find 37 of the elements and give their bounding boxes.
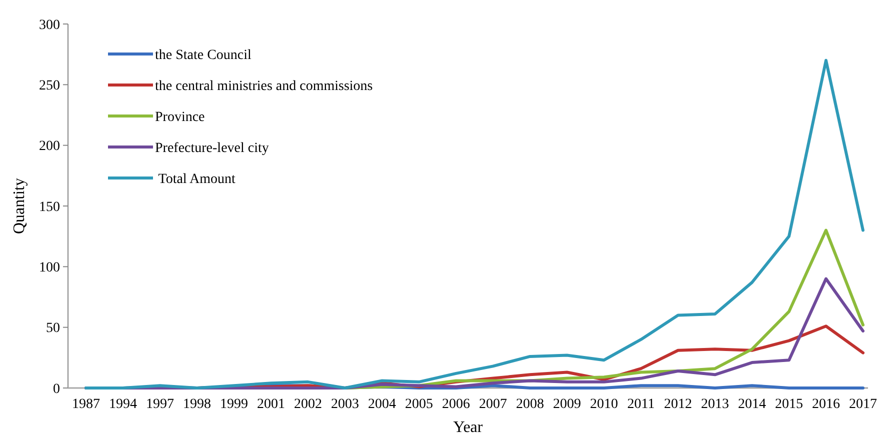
x-tick-label: 2012	[664, 397, 692, 412]
x-tick-label: 2013	[701, 397, 729, 412]
x-tick-label: 1999	[220, 397, 248, 412]
y-tick-label: 50	[46, 321, 60, 336]
x-tick-label: 1994	[109, 397, 137, 412]
x-tick-label: 1997	[146, 397, 174, 412]
y-tick-label: 0	[53, 382, 60, 397]
x-tick-label: 2006	[442, 397, 470, 412]
x-tick-label: 2017	[849, 397, 877, 412]
x-tick-label: 2009	[553, 397, 581, 412]
x-tick-label: 2003	[331, 397, 359, 412]
x-tick-label: 1998	[183, 397, 211, 412]
line-series	[84, 58, 864, 390]
y-tick-label: 100	[39, 260, 60, 276]
legend-label: Prefecture-level city	[155, 140, 269, 156]
legend-label: the State Council	[155, 48, 252, 63]
x-tick-label: 2015	[775, 397, 803, 412]
x-tick-label: 2008	[516, 397, 544, 412]
x-tick-label: 2007	[479, 397, 507, 412]
y-tick-label: 300	[39, 18, 60, 33]
legend-label: Province	[155, 110, 205, 125]
legend-label: the central ministries and commissions	[155, 78, 373, 94]
x-tick-label: 2004	[368, 397, 396, 412]
x-tick-label: 2011	[627, 397, 655, 412]
legend-label: Total Amount	[155, 172, 236, 187]
y-tick-label: 200	[39, 139, 60, 154]
x-tick-label: 2001	[257, 397, 285, 412]
x-tick-label: 2016	[812, 397, 840, 412]
x-tick-label: 1987	[72, 397, 100, 412]
y-tick-label: 250	[39, 78, 60, 94]
x-axis-title: Year	[453, 419, 484, 436]
x-tick-label: 2014	[738, 397, 766, 412]
x-tick-label: 2002	[294, 397, 322, 412]
y-axis-title: Quantity	[11, 178, 28, 234]
x-tick-label: 2010	[590, 397, 618, 412]
x-tick-label: 2005	[405, 397, 433, 412]
y-tick-label: 150	[39, 200, 60, 215]
